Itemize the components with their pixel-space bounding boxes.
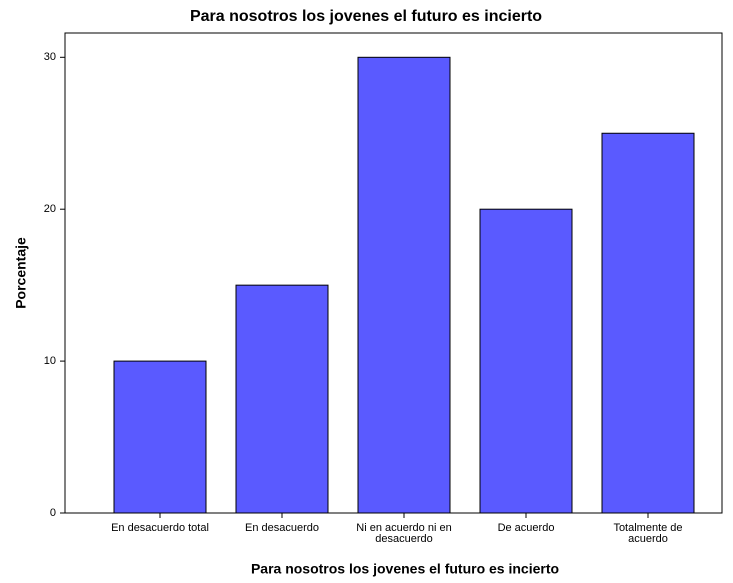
chart-title: Para nosotros los jovenes el futuro es i… <box>190 8 542 25</box>
x-tick-label: Totalmente de acuerdo <box>613 522 683 545</box>
y-tick-label: 20 <box>44 203 56 215</box>
y-axis-label: Porcentaje <box>13 237 29 309</box>
y-tick-label: 0 <box>50 507 56 519</box>
bar <box>113 360 207 514</box>
bar <box>479 208 573 514</box>
bar <box>235 284 329 514</box>
x-axis-label: Para nosotros los jovenes el futuro es i… <box>251 561 559 577</box>
bar <box>357 56 451 514</box>
x-tick-label: En desacuerdo <box>245 522 319 534</box>
x-tick-label: Ni en acuerdo ni en desacuerdo <box>356 522 452 545</box>
bar <box>601 132 695 514</box>
x-tick-label: De acuerdo <box>497 522 555 534</box>
y-tick-label: 30 <box>44 51 56 63</box>
y-tick-label: 10 <box>44 355 56 367</box>
x-tick-label: En desacuerdo total <box>111 522 209 534</box>
